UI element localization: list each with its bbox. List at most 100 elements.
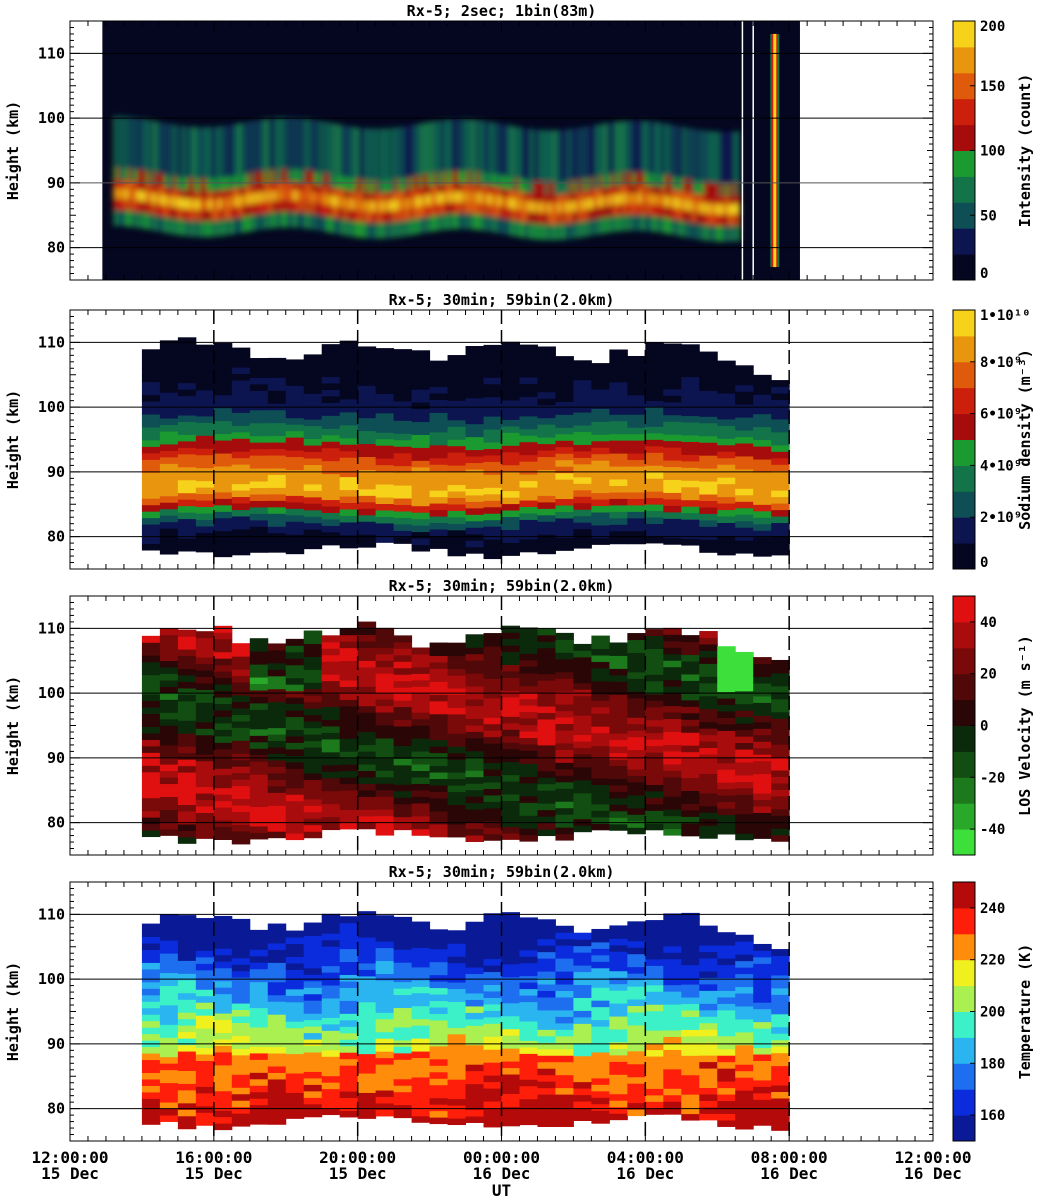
data-cell [681,460,700,468]
data-cell [195,467,215,475]
data-cell [159,372,179,380]
data-cell [483,1088,502,1096]
data-cell [591,363,610,371]
data-cell [681,506,700,514]
data-cell [231,431,251,439]
data-cell [609,537,628,545]
data-cell [267,662,287,670]
data-cell [141,1059,161,1067]
data-cell [519,737,538,745]
data-cell [537,398,556,406]
data-cell [501,503,520,511]
data-cell [411,940,431,948]
data-cell [303,935,323,943]
data-cell [465,475,485,483]
data-cell [231,688,251,696]
data-cell [195,773,215,781]
data-cell [447,811,467,818]
data-cell [735,1064,754,1072]
data-cell [393,478,413,486]
data-cell [177,636,197,644]
x-tick-time: 04:00:00 [607,1148,684,1167]
data-cell [591,935,610,943]
data-cell [177,674,197,682]
data-cell [699,721,718,729]
data-cell [771,496,790,504]
data-cell [753,708,772,716]
data-cell [177,402,197,410]
data-cell [339,628,359,636]
data-cell [591,1064,610,1072]
data-cell [771,808,790,816]
data-cell [591,499,610,507]
data-cell [609,804,628,812]
data-cell [627,960,646,968]
data-cell [735,410,754,418]
data-cell [663,388,682,396]
data-cell [555,984,574,992]
data-cell [321,370,341,378]
data-cell [285,697,305,705]
data-cell [609,466,628,474]
plot-content [141,911,790,1131]
data-cell [519,500,538,507]
data-cell [195,806,215,813]
data-cell [681,396,700,404]
data-cell [177,408,197,416]
data-cell [591,993,610,1001]
data-cell [735,973,754,981]
data-cell [159,508,179,516]
data-cell [465,673,485,681]
data-cell [663,634,682,642]
data-cell [681,809,700,817]
data-cell [465,1070,485,1078]
data-cell [231,347,251,355]
data-cell [285,930,305,938]
data-cell [321,395,341,403]
data-cell [447,374,467,382]
data-cell [519,795,538,803]
data-cell [213,394,233,402]
data-cell [177,966,197,974]
data-cell [339,809,359,817]
data-cell [627,530,646,538]
data-cell [771,685,790,693]
data-cell [231,649,251,657]
data-cell [141,1053,161,1061]
data-cell [447,655,467,663]
data-cell [357,621,377,629]
data-cell [771,535,790,543]
data-cell [699,487,718,495]
data-cell [177,1109,197,1117]
data-cell [771,1123,790,1131]
data-cell [519,834,538,842]
data-cell [267,805,287,813]
data-cell [645,933,664,941]
data-cell [483,788,502,796]
data-cell [699,506,718,514]
data-cell [249,1052,269,1060]
data-cell [717,1048,736,1056]
data-cell [681,719,700,727]
data-cell [285,1073,305,1081]
data-cell [591,954,610,962]
data-cell [141,655,161,663]
data-cell [141,472,161,480]
x-tick-time: 12:00:00 [31,1148,108,1167]
data-cell [465,789,485,797]
data-cell [177,512,197,520]
data-cell [231,753,251,761]
data-cell [159,1069,179,1077]
data-cell [573,1088,592,1096]
data-cell [285,540,305,548]
data-cell [753,1066,772,1074]
data-cell [339,783,359,791]
data-cell [159,802,179,810]
data-cell [537,738,556,746]
data-cell [465,371,485,379]
data-cell [303,695,323,703]
data-cell [339,757,359,765]
data-cell [447,458,467,466]
data-cell [627,743,646,751]
data-cell [357,430,377,438]
